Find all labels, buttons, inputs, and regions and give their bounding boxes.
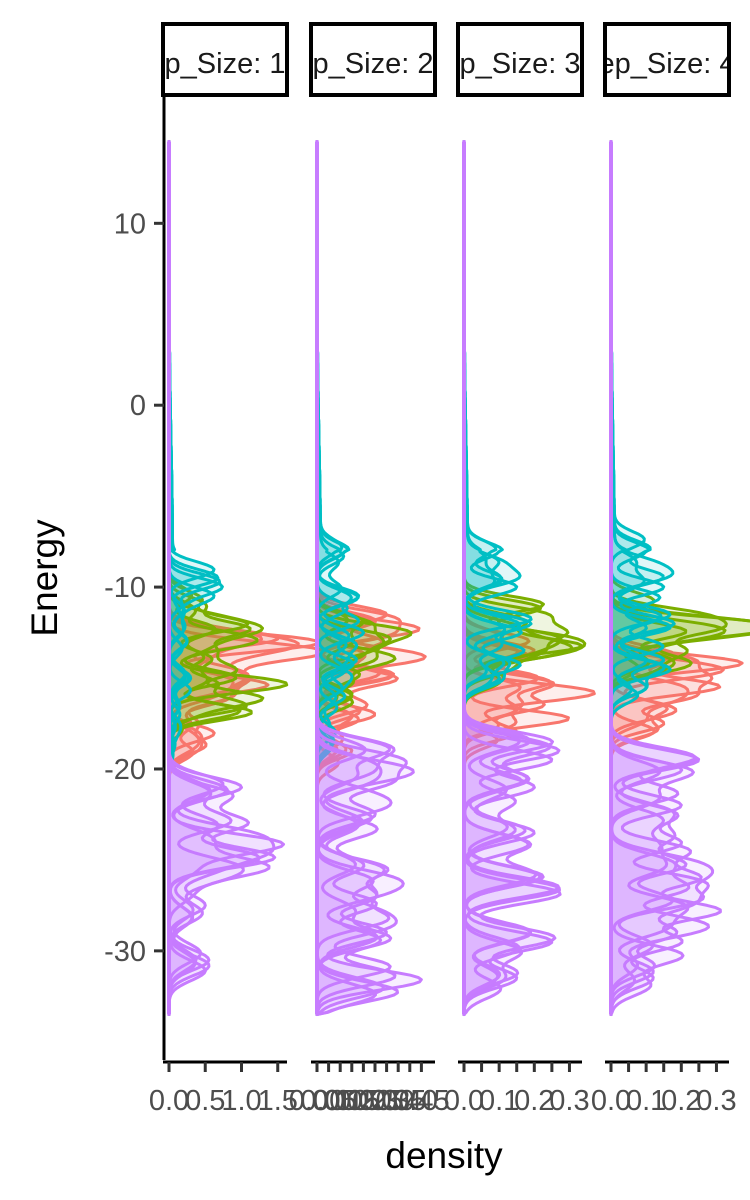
x-tick-label: 0.1 [479,1085,519,1117]
x-tick-label: 1.5 [258,1085,298,1117]
panel-2: p_Size: 2 0.000.050.100.150.200.250.300.3… [289,22,450,1117]
x-tick-label: 0.20 [335,1085,391,1117]
x-tick-label: 1.0 [221,1085,261,1117]
x-tick-label: 0.0 [149,1085,189,1117]
y-tick-label: -20 [104,754,146,786]
x-tick-label: 0.2 [514,1085,554,1117]
panel-4: ep_Size: 4 0.00.10.20.3 [591,22,750,1117]
strip-label: p_Size: 2 [313,48,434,80]
x-tick-label: 0.40 [382,1085,438,1117]
x-tick-label: 0.3 [696,1085,736,1117]
x-axis-title: density [385,1135,503,1176]
panel-1: p_Size: 1 0.00.51.01.5 [149,22,327,1117]
x-tick-label: 0.00 [289,1085,345,1117]
x-tick-label: 0.45 [393,1085,449,1117]
strip-box [161,22,289,97]
axes-layer: Energy density 10 0 -10 -20 -30 [24,96,503,1176]
strip-label: p_Size: 1 [165,48,286,80]
panels-layer: p_Size: 10.00.51.01.5p_Size: 20.000.050.… [149,22,750,1117]
y-tick-label: -30 [104,936,146,968]
x-tick-label: 0.30 [358,1085,414,1117]
strip-label: ep_Size: 4 [598,48,735,80]
x-tick-label: 0.15 [324,1085,380,1117]
x-tick-label: 0.25 [347,1085,403,1117]
x-tick-label: 0.10 [312,1085,368,1117]
panel-3: p_Size: 3 0.00.10.20.3 [444,22,596,1117]
x-tick-label: 0.1 [626,1085,666,1117]
x-tick-label: 0.0 [591,1085,631,1117]
x-tick-label: 0.05 [300,1085,356,1117]
x-tick-label: 0.0 [444,1085,484,1117]
x-tick-label: 0.3 [549,1085,589,1117]
y-tick-label: 10 [114,208,146,240]
strip-box [309,22,437,97]
strip-box [456,22,584,97]
strip-label: p_Size: 3 [460,48,581,80]
x-tick-label: 0.5 [185,1085,225,1117]
strip-box [603,22,731,97]
x-tick-label: 0.35 [370,1085,426,1117]
y-tick-label: -10 [104,572,146,604]
y-axis-title: Energy [24,519,65,637]
x-tick-label: 0.2 [661,1085,701,1117]
y-tick-label: 0 [130,390,146,422]
